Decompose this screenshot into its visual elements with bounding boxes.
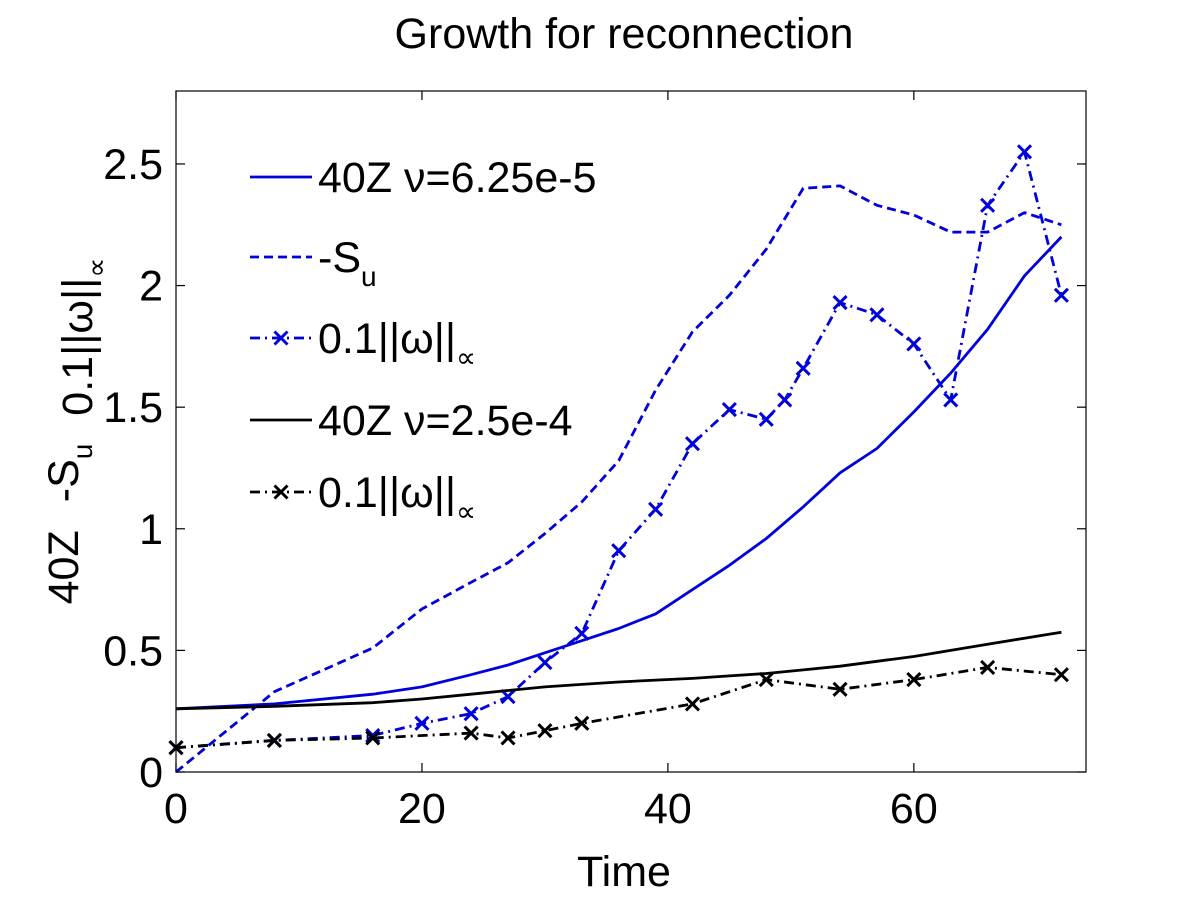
data-point-marker	[943, 392, 959, 408]
x-tick-label: 20	[398, 785, 446, 833]
data-point-marker	[414, 715, 430, 731]
data-point-marker	[906, 672, 922, 688]
x-tick-label: 60	[890, 785, 938, 833]
tick-labels-layer: 0 20 40 60 0 0.5 1 1.5 2 2.5	[103, 141, 938, 833]
plot-frame	[175, 90, 1087, 773]
data-point-marker	[1053, 667, 1069, 683]
data-point-marker	[648, 501, 664, 517]
data-point-marker	[832, 295, 848, 311]
ticks-layer	[175, 91, 1086, 773]
legend-item-0: 40Z ν=6.25e-5	[250, 154, 597, 202]
legend-label: 40Z ν=6.25e-5	[318, 154, 597, 202]
data-point-marker	[795, 360, 811, 376]
series-line	[175, 184, 1062, 774]
y-axis-label: 40Z -Su 0.1||ω||∝	[40, 258, 112, 605]
legend: 40Z ν=6.25e-5-Su0.1||ω||∝40Z ν=2.5e-40.1…	[250, 154, 597, 527]
data-point-marker	[574, 715, 590, 731]
y-tick-label: 1	[139, 506, 163, 554]
data-point-marker	[980, 659, 996, 675]
x-axis-label: Time	[577, 848, 671, 896]
data-point-marker	[980, 197, 996, 213]
legend-marker	[273, 330, 289, 346]
series-line	[175, 235, 1063, 711]
label-subscript: u	[361, 261, 377, 292]
y-axis-label-text: 40Z -Su 0.1||ω||∝	[40, 258, 112, 605]
data-point-marker	[500, 730, 516, 746]
series-0	[175, 235, 1063, 711]
label-main: 0.1||ω||	[318, 469, 456, 517]
data-point-marker	[611, 543, 627, 559]
chart-title: Growth for reconnection	[395, 10, 854, 58]
data-point-marker	[574, 625, 590, 641]
legend-item-3: 40Z ν=2.5e-4	[250, 397, 573, 445]
y-tick-label: 0	[139, 749, 163, 797]
legend-label: 40Z ν=2.5e-4	[318, 397, 573, 445]
data-point-marker	[758, 672, 774, 688]
legend-label: 0.1||ω||∝	[318, 315, 476, 373]
x-tick-label: 40	[644, 785, 692, 833]
legend-marker	[273, 484, 289, 500]
data-point-marker	[463, 725, 479, 741]
y-label-subscript: u	[67, 444, 98, 460]
data-point-marker	[365, 727, 381, 744]
label-subscript: ∝	[456, 496, 476, 527]
data-point-marker	[537, 723, 553, 739]
legend-item-2: 0.1||ω||∝	[250, 315, 476, 373]
data-point-marker	[463, 706, 479, 722]
series-1	[175, 184, 1062, 774]
data-point-marker	[1053, 287, 1069, 303]
data-point-marker	[832, 681, 848, 697]
y-tick-label: 1.5	[103, 384, 163, 432]
series-line	[175, 630, 1062, 711]
data-point-marker	[684, 696, 701, 712]
y-label-part: 40Z	[40, 530, 88, 604]
series-3	[175, 630, 1062, 711]
y-tick-label: 2.5	[103, 141, 163, 189]
label-subscript: ∝	[456, 342, 476, 373]
data-point-marker	[721, 402, 737, 418]
data-point-marker	[758, 411, 774, 427]
data-point-marker	[906, 336, 922, 352]
legend-item-1: -Su	[250, 234, 377, 292]
y-label-part: -S	[40, 459, 88, 502]
series-4	[168, 659, 1069, 756]
data-point-marker	[1016, 144, 1033, 160]
legend-label: -Su	[318, 234, 377, 292]
x-tick-label: 0	[164, 785, 188, 833]
legend-label: 0.1||ω||∝	[318, 469, 476, 527]
y-tick-label: 2	[139, 263, 163, 311]
label-main: -S	[318, 234, 361, 282]
data-point-marker	[266, 732, 282, 748]
series-line	[175, 150, 1063, 750]
data-point-marker	[684, 436, 701, 452]
y-label-subscript: ∝	[81, 258, 112, 278]
data-point-marker	[365, 730, 381, 746]
data-point-marker	[777, 392, 793, 408]
legend-item-4: 0.1||ω||∝	[250, 469, 476, 527]
data-point-marker	[869, 307, 885, 323]
label-main: 0.1||ω||	[318, 315, 456, 363]
y-label-part: 0.1||ω||	[54, 278, 102, 416]
y-tick-label: 0.5	[103, 627, 163, 675]
data-point-marker	[537, 654, 553, 671]
